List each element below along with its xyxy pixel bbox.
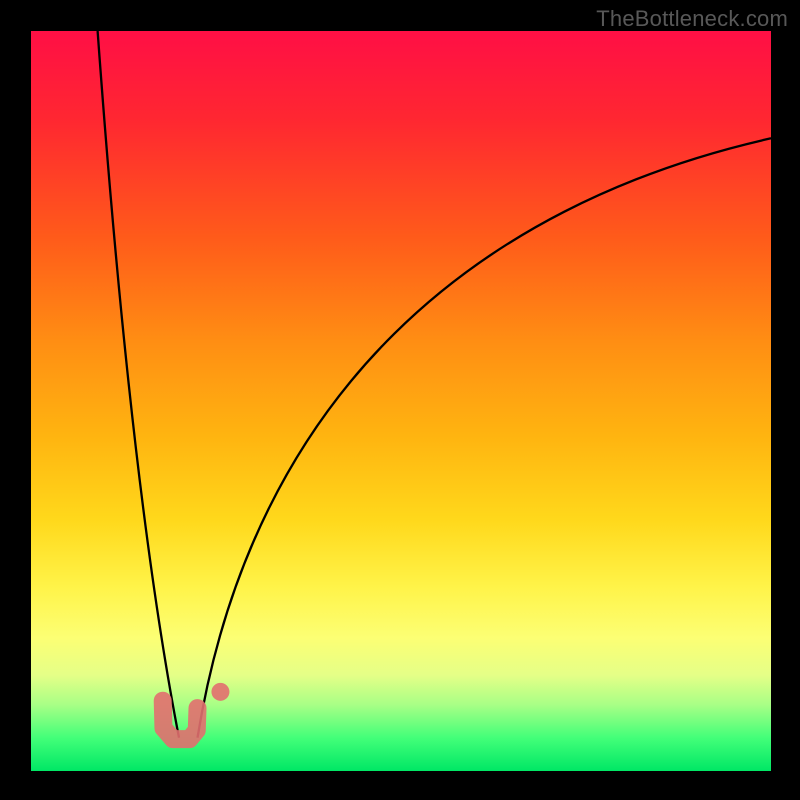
right-curve-marker-dot — [211, 683, 229, 701]
chart-container: TheBottleneck.com — [0, 0, 800, 800]
bottleneck-chart-svg — [0, 0, 800, 800]
plot-area — [31, 31, 771, 771]
